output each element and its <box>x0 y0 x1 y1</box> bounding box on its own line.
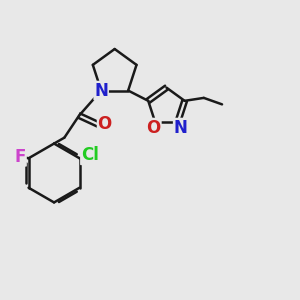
Text: F: F <box>15 148 26 166</box>
Text: N: N <box>174 118 188 136</box>
Text: N: N <box>94 82 108 100</box>
Text: Cl: Cl <box>81 146 99 164</box>
Text: O: O <box>147 118 161 136</box>
Text: O: O <box>98 116 112 134</box>
